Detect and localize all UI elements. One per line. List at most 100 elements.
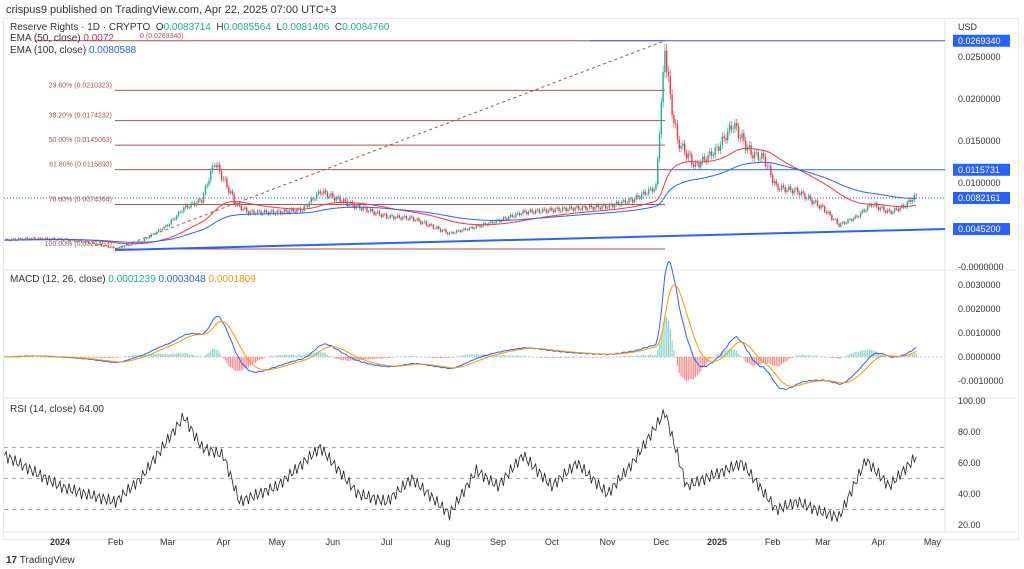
candle-body — [682, 143, 684, 146]
macd-histogram-bar — [549, 357, 551, 358]
candle-body — [813, 201, 815, 205]
candle-body — [847, 219, 849, 223]
macd-histogram-bar — [574, 357, 576, 358]
macd-histogram-bar — [176, 353, 178, 357]
macd-histogram-bar — [387, 357, 390, 359]
open-label: O — [155, 22, 164, 33]
candle-body — [558, 207, 560, 211]
macd-histogram-bar — [303, 354, 305, 357]
candle-body — [215, 165, 217, 168]
candle-body — [430, 224, 433, 225]
macd-histogram-bar — [509, 355, 512, 357]
macd-histogram-bar — [623, 355, 625, 357]
candle-body — [549, 207, 551, 211]
candle-body — [251, 210, 253, 212]
macd-histogram-bar — [107, 357, 110, 358]
macd-histogram-bar — [868, 349, 871, 357]
macd-histogram-bar — [341, 357, 343, 361]
candle-body — [786, 189, 788, 192]
macd-histogram-bar — [903, 356, 905, 357]
macd-histogram-bar — [443, 357, 445, 358]
macd-histogram-bar — [382, 357, 384, 359]
candle-body — [716, 146, 718, 148]
candle-body — [893, 208, 896, 212]
candle-body — [79, 240, 81, 242]
macd-histogram-bar — [210, 350, 212, 357]
candle-body — [5, 238, 7, 241]
candle-body — [183, 207, 185, 212]
ema50-legend[interactable]: EMA (50, close) 0.0072 — [10, 33, 114, 44]
symbol-legend[interactable]: Reserve Rights · 1D · CRYPTO O0.0083714 … — [10, 22, 389, 33]
candle-body — [527, 211, 530, 215]
candle-body — [163, 226, 165, 230]
candle-body — [256, 210, 259, 214]
candle-body — [382, 214, 384, 217]
macd-histogram-bar — [779, 357, 781, 366]
fib-level-label: 0 (0.0269340) — [140, 33, 184, 40]
macd-histogram-bar — [644, 355, 646, 357]
candle-body — [709, 151, 711, 155]
time-axis-label: May — [924, 537, 942, 547]
candle-body — [192, 202, 194, 204]
candle-body — [631, 199, 634, 203]
price-tick-label: 0.0100000 — [958, 178, 1001, 188]
candle-body — [540, 212, 542, 213]
candle-body — [714, 147, 716, 156]
candle-body — [204, 186, 207, 194]
candle-body — [739, 137, 742, 139]
candle-body — [324, 190, 327, 193]
candle-body — [867, 205, 869, 211]
candle-body — [491, 221, 494, 224]
candle-body — [161, 229, 164, 230]
macd-histogram-bar — [551, 357, 553, 358]
candle-body — [517, 212, 519, 214]
candle-body — [734, 123, 736, 129]
macd-histogram-bar — [211, 349, 214, 357]
candle-body — [407, 219, 409, 220]
candle-body — [481, 225, 483, 228]
macd-histogram-bar — [500, 355, 503, 357]
rsi-legend[interactable]: RSI (14, close) 64.00 — [10, 404, 104, 415]
candle-body — [129, 244, 131, 246]
macd-histogram-bar — [116, 357, 119, 358]
candle-body — [454, 232, 456, 234]
candle-body — [800, 191, 803, 195]
candle-body — [671, 94, 673, 115]
candle-body — [436, 226, 438, 229]
macd-histogram-bar — [255, 357, 257, 363]
macd-histogram-bar — [811, 356, 813, 357]
macd-histogram-bar — [190, 354, 192, 357]
candle-body — [416, 218, 418, 221]
macd-histogram-bar — [806, 355, 808, 357]
macd-legend[interactable]: MACD (12, 26, close) 0.0001239 0.0003048… — [10, 274, 256, 285]
macd-histogram-bar — [872, 350, 874, 357]
candle-body — [678, 139, 680, 149]
candle-body — [328, 195, 330, 198]
candle-body — [147, 237, 149, 239]
macd-tick-label: -0.0010000 — [958, 376, 1004, 386]
time-axis-label: Apr — [216, 537, 230, 547]
time-axis-label: 2025 — [707, 537, 727, 547]
macd-histogram-bar — [867, 349, 869, 357]
macd-histogram-bar — [847, 354, 849, 357]
macd-histogram-bar — [346, 357, 348, 361]
macd-histogram-bar — [283, 354, 285, 357]
macd-tick-label: 0.0000000 — [958, 352, 1001, 362]
ema100-legend[interactable]: EMA (100, close) 0.0080588 — [10, 45, 136, 56]
macd-histogram-bar — [910, 354, 912, 357]
candle-body — [597, 204, 600, 208]
candle-body — [832, 219, 835, 220]
macd-histogram-bar — [723, 350, 725, 357]
macd-histogram-bar — [448, 357, 451, 359]
macd-histogram-bar — [721, 351, 723, 357]
macd-histogram-bar — [777, 357, 779, 367]
candle-body — [843, 221, 846, 224]
candle-body — [556, 207, 558, 209]
macd-histogram-bar — [816, 356, 819, 357]
macd-histogram-bar — [183, 353, 185, 357]
candle-body — [337, 196, 339, 198]
macd-histogram-bar — [224, 357, 226, 361]
macd-histogram-bar — [447, 357, 449, 359]
macd-tick-label: 0.0010000 — [958, 328, 1001, 338]
